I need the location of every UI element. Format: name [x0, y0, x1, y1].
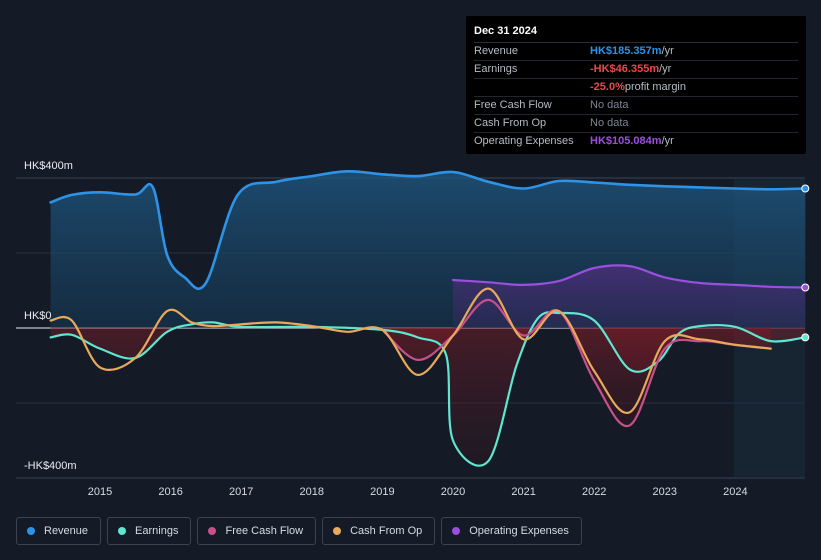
x-tick-2017: 2017 [229, 486, 253, 498]
earnings-end-dot [801, 333, 810, 342]
tooltip-row-value: HK$105.084m [590, 135, 662, 147]
tooltip-row: Revenue HK$185.357m /yr [474, 43, 798, 61]
tooltip-row-label: Earnings [474, 63, 518, 75]
legend-item-revenue[interactable]: Revenue [16, 517, 102, 545]
tooltip-row-value: -HK$46.355m [590, 63, 660, 75]
tooltip-row-value: -25.0% [590, 81, 625, 93]
operating-expenses-area [453, 265, 806, 328]
revenue-line [49, 169, 807, 290]
tooltip-row: Operating Expenses HK$105.084m /yr [474, 133, 798, 150]
chart-legend: Revenue Earnings Free Cash Flow Cash From O… [16, 517, 582, 545]
series-areas [50, 171, 806, 466]
y-label-top: HK$400m [24, 160, 73, 172]
y-label-bottom: -HK$400m [24, 460, 77, 472]
x-tick-2022: 2022 [582, 486, 606, 498]
series-end-markers [801, 184, 810, 342]
legend-dot-icon [452, 527, 461, 535]
operating-expenses-end-dot [801, 283, 810, 292]
series-lines [49, 169, 807, 467]
legend-item-earnings[interactable]: Earnings [107, 517, 192, 545]
tooltip-row-unit: /yr [661, 45, 674, 57]
legend-label: Operating Expenses [469, 525, 569, 537]
x-tick-2024: 2024 [723, 486, 747, 498]
tooltip-row: Free Cash Flow No data [474, 97, 798, 115]
x-tick-2016: 2016 [158, 486, 182, 498]
data-tooltip: Dec 31 2024 Revenue HK$185.357m /yr Earnin… [466, 16, 806, 154]
x-tick-2023: 2023 [653, 486, 677, 498]
x-tick-2019: 2019 [370, 486, 394, 498]
tooltip-date: Dec 31 2024 [474, 24, 798, 43]
legend-item-operating-expenses[interactable]: Operating Expenses [441, 517, 582, 545]
tooltip-row-unit: /yr [661, 135, 674, 147]
tooltip-row-label: Revenue [474, 45, 519, 57]
legend-item-cash-from-op[interactable]: Cash From Op [322, 517, 436, 545]
tooltip-row: Earnings -HK$46.355m /yr [474, 61, 798, 79]
tooltip-rows: Revenue HK$185.357m /yr Earnings -HK$46.355… [474, 43, 798, 150]
tooltip-row-value: HK$185.357m [590, 45, 662, 57]
x-tick-2020: 2020 [441, 486, 465, 498]
tooltip-row-label: Free Cash Flow [474, 99, 552, 111]
legend-item-free-cash-flow[interactable]: Free Cash Flow [197, 517, 317, 545]
tooltip-row: Cash From Op No data [474, 115, 798, 133]
y-label-zero: HK$0 [24, 310, 52, 322]
x-tick-2018: 2018 [300, 486, 324, 498]
legend-label: Cash From Op [350, 525, 423, 537]
legend-dot-icon [27, 527, 35, 535]
legend-label: Free Cash Flow [225, 525, 304, 537]
legend-label: Earnings [135, 525, 179, 537]
legend-dot-icon [118, 527, 127, 535]
legend-dot-icon [208, 527, 217, 535]
x-axis-ticks: 2015 2016 2017 2018 2019 2020 2021 2022 2023 2024 [88, 486, 748, 498]
tooltip-row-label: Cash From Op [474, 117, 547, 129]
tooltip-row-value: No data [590, 99, 629, 111]
tooltip-row-unit: /yr [659, 63, 672, 75]
cash-from-op-line [49, 287, 772, 414]
legend-label: Revenue [44, 525, 89, 537]
operating-expenses-line [451, 264, 807, 289]
legend-dot-icon [333, 527, 342, 535]
tooltip-row-label [474, 79, 590, 96]
revenue-end-dot [801, 184, 810, 193]
x-tick-2021: 2021 [511, 486, 535, 498]
tooltip-row-value: No data [590, 117, 629, 129]
tooltip-row-unit: profit margin [624, 81, 686, 93]
tooltip-row-label: Operating Expenses [474, 135, 574, 147]
x-tick-2015: 2015 [88, 486, 112, 498]
tooltip-row: -25.0% profit margin [474, 79, 798, 97]
earnings-area [50, 328, 806, 466]
